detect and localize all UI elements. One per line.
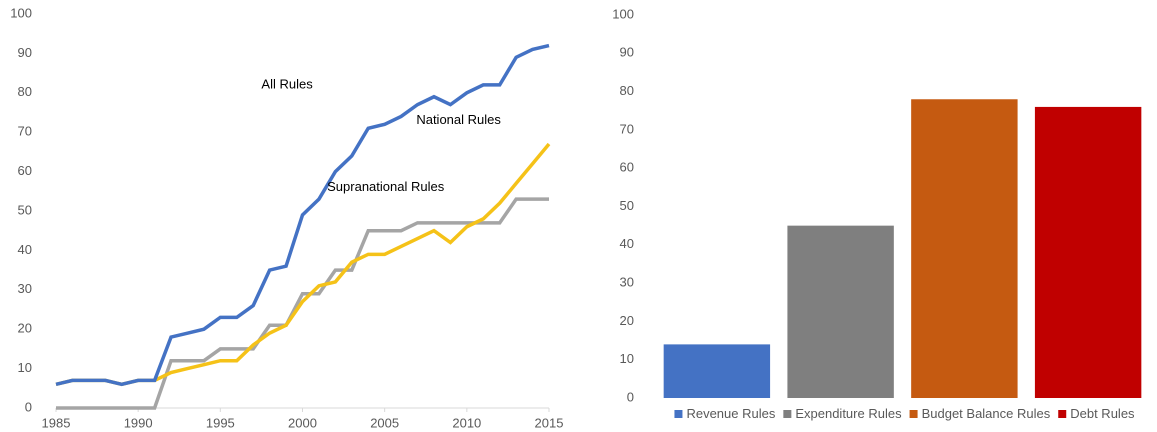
y-tick-label: 50 (620, 198, 634, 213)
y-tick-label: 100 (612, 6, 634, 21)
y-tick-label: 30 (620, 275, 634, 290)
y-tick-label: 90 (620, 45, 634, 60)
x-tick-label: 2000 (288, 415, 317, 430)
x-tick-label: 2005 (370, 415, 399, 430)
x-tick-label: 2010 (452, 415, 481, 430)
y-tick-label: 20 (620, 313, 634, 328)
bar (911, 99, 1018, 398)
y-tick-label: 70 (18, 124, 32, 139)
line-series (56, 197, 549, 410)
series-label: All Rules (261, 76, 313, 91)
line-series (55, 43, 550, 387)
y-tick-label: 40 (18, 242, 32, 257)
y-tick-label: 50 (18, 202, 32, 217)
y-tick-label: 10 (18, 360, 32, 375)
legend-label: Debt Rules (1070, 406, 1135, 421)
legend-label: Revenue Rules (686, 406, 775, 421)
y-tick-label: 0 (627, 389, 634, 404)
y-tick-label: 80 (620, 83, 634, 98)
series-label: National Rules (416, 112, 501, 127)
y-tick-label: 30 (18, 281, 32, 296)
y-tick-label: 40 (620, 236, 634, 251)
y-tick-label: 60 (18, 163, 32, 178)
bar (663, 344, 771, 398)
x-tick-label: 2015 (535, 415, 564, 430)
legend-swatch (1058, 410, 1067, 418)
x-tick-label: 1985 (42, 415, 71, 430)
line-series (55, 142, 551, 387)
x-tick-label: 1995 (206, 415, 235, 430)
legend-label: Budget Balance Rules (922, 406, 1051, 421)
y-tick-label: 10 (620, 351, 634, 366)
legend-swatch (674, 410, 683, 418)
bar (1034, 106, 1142, 399)
y-tick-label: 80 (18, 84, 32, 99)
series-label: Supranational Rules (327, 179, 445, 194)
y-tick-label: 90 (18, 45, 32, 60)
legend-swatch (783, 410, 792, 418)
y-tick-label: 60 (620, 160, 634, 175)
bar (787, 225, 894, 398)
legend-label: Expenditure Rules (795, 406, 902, 421)
y-tick-label: 0 (25, 399, 32, 414)
legend-swatch (909, 410, 918, 418)
x-tick-label: 1990 (124, 415, 153, 430)
y-tick-label: 70 (620, 121, 634, 136)
y-tick-label: 20 (18, 321, 32, 336)
y-tick-label: 100 (10, 5, 32, 20)
